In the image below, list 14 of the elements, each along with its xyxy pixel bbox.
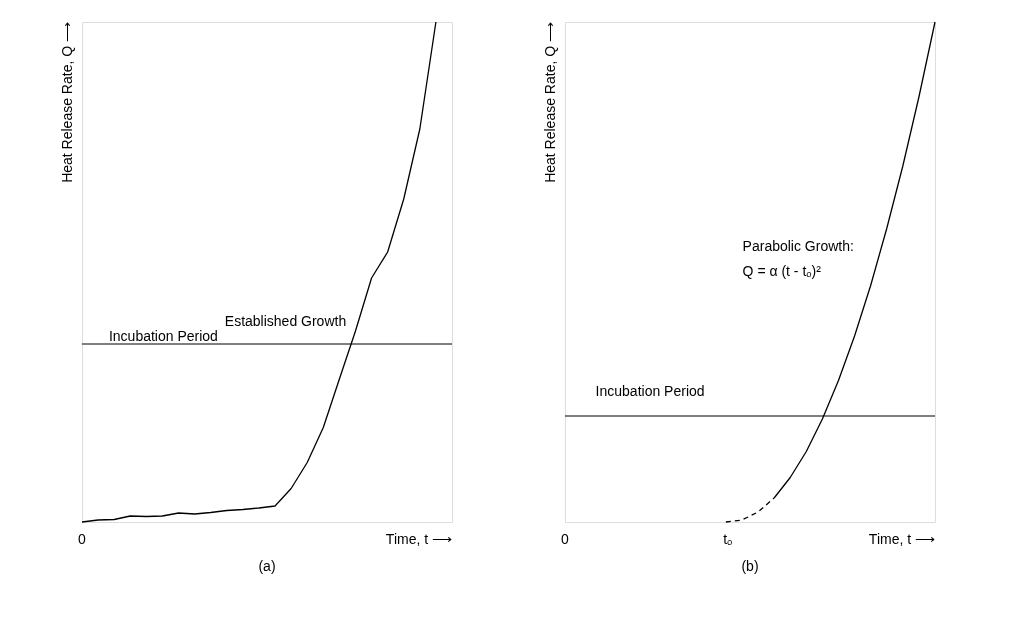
annotation: Incubation Period	[595, 383, 705, 399]
annotation: Established Growth	[224, 313, 347, 329]
y-axis-title: Heat Release Rate, Q ⟶	[542, 22, 558, 183]
annotation: Q = α (t - tₒ)²	[742, 263, 822, 279]
x-axis-title: Time, t ⟶	[385, 531, 452, 547]
y-axis-title: Heat Release Rate, Q ⟶	[59, 22, 75, 183]
text: tₒ	[723, 530, 733, 547]
text: 0	[561, 530, 570, 547]
annotation: Parabolic Growth:	[742, 238, 854, 254]
text: (a)	[258, 558, 276, 574]
annotation: Incubation Period	[108, 328, 218, 344]
text: (b)	[741, 558, 759, 574]
x-axis-title: Time, t ⟶	[868, 531, 935, 547]
text: 0	[78, 530, 87, 547]
